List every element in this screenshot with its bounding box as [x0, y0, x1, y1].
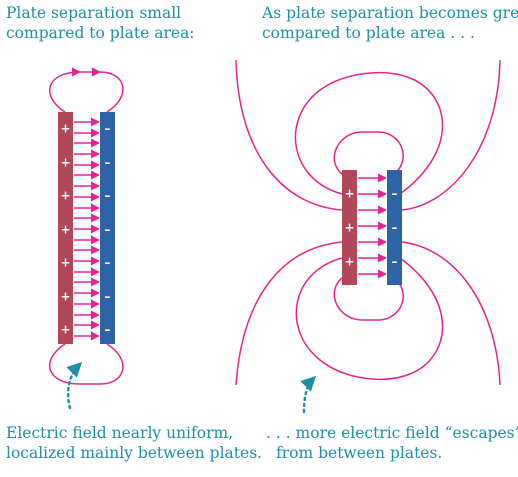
left-minus-sign: –	[105, 256, 111, 270]
right-pointer-arrow	[300, 375, 317, 414]
right-plus-sign: +	[344, 221, 354, 235]
right-inner-top-line	[333, 131, 404, 175]
right-minus-sign: –	[392, 187, 398, 201]
left-plus-sign: +	[60, 223, 70, 237]
left-pointer-arrow	[66, 361, 83, 410]
left-title-line2: compared to plate area:	[6, 24, 195, 42]
left-minus-sign: –	[105, 323, 111, 337]
left-plus-sign: +	[60, 156, 70, 170]
right-negative-plate	[387, 170, 402, 285]
right-field-lines	[235, 59, 501, 386]
left-plate-charges: + – + – + – + – + – + – + –	[60, 122, 110, 337]
left-minus-sign: –	[105, 290, 111, 304]
right-middle-top-line	[294, 71, 444, 195]
left-plus-sign: +	[60, 290, 70, 304]
left-bottom-fringe-line	[48, 343, 124, 385]
right-plus-sign: +	[344, 255, 354, 269]
right-outer-bottom-left-line	[235, 241, 343, 386]
left-minus-sign: –	[105, 223, 111, 237]
right-minus-sign: –	[392, 221, 398, 235]
right-outer-top-left-line	[235, 59, 343, 211]
right-outer-top-right-line	[401, 59, 501, 211]
left-field-lines	[48, 67, 124, 385]
left-caption-line1: Electric field nearly uniform,	[6, 424, 233, 442]
right-outer-bottom-right-line	[401, 241, 501, 386]
right-title-line1: As plate separation becomes greater	[261, 4, 518, 22]
right-minus-sign: –	[392, 255, 398, 269]
left-title-line1: Plate separation small	[6, 4, 181, 22]
right-plus-sign: +	[344, 187, 354, 201]
left-minus-sign: –	[105, 189, 111, 203]
left-minus-sign: –	[105, 122, 111, 136]
right-middle-bottom-line	[295, 257, 444, 380]
left-top-fringe-line	[48, 67, 124, 113]
right-plate-charges: + – + – + –	[344, 187, 397, 269]
left-uniform-field	[74, 117, 100, 341]
left-positive-plate	[58, 112, 73, 344]
left-plus-sign: +	[60, 189, 70, 203]
right-between-plates-field	[358, 173, 387, 279]
right-inner-bottom-line	[333, 277, 404, 321]
left-plus-sign: +	[60, 323, 70, 337]
right-title-line2: compared to plate area . . .	[262, 24, 475, 42]
right-caption-line2: from between plates.	[276, 444, 442, 462]
left-minus-sign: –	[105, 156, 111, 170]
left-caption-line2: localized mainly between plates.	[6, 444, 262, 462]
left-plus-sign: +	[60, 122, 70, 136]
left-negative-plate	[100, 112, 115, 344]
left-plus-sign: +	[60, 256, 70, 270]
right-caption-line1: . . . more electric field “escapes”	[266, 424, 518, 442]
right-positive-plate	[342, 170, 357, 285]
